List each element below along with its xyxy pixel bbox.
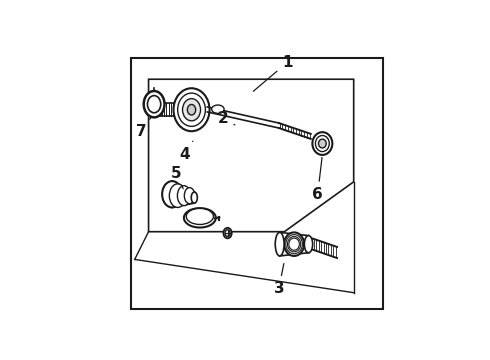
Ellipse shape: [225, 230, 230, 237]
Ellipse shape: [313, 132, 332, 155]
Ellipse shape: [162, 181, 182, 207]
Ellipse shape: [147, 96, 161, 113]
Text: 5: 5: [171, 166, 183, 189]
Ellipse shape: [144, 91, 165, 117]
Text: 2: 2: [218, 111, 235, 126]
Text: 6: 6: [312, 157, 323, 202]
Text: 4: 4: [179, 141, 193, 162]
Text: 7: 7: [136, 117, 151, 139]
Ellipse shape: [191, 192, 197, 203]
Ellipse shape: [184, 208, 216, 228]
Ellipse shape: [275, 233, 284, 256]
Ellipse shape: [173, 88, 210, 131]
Ellipse shape: [286, 235, 302, 254]
Ellipse shape: [223, 228, 232, 238]
Ellipse shape: [187, 104, 196, 115]
Ellipse shape: [186, 208, 214, 225]
Ellipse shape: [177, 186, 191, 206]
Ellipse shape: [178, 93, 205, 126]
Ellipse shape: [288, 237, 301, 252]
Ellipse shape: [212, 105, 224, 113]
Ellipse shape: [284, 233, 304, 256]
Ellipse shape: [170, 184, 186, 207]
Ellipse shape: [316, 135, 329, 152]
Ellipse shape: [304, 235, 313, 253]
Text: 1: 1: [253, 55, 293, 91]
Ellipse shape: [182, 99, 200, 121]
Ellipse shape: [318, 139, 326, 148]
Polygon shape: [207, 107, 279, 128]
Ellipse shape: [184, 188, 195, 204]
Text: 3: 3: [273, 264, 284, 296]
Ellipse shape: [289, 238, 299, 250]
